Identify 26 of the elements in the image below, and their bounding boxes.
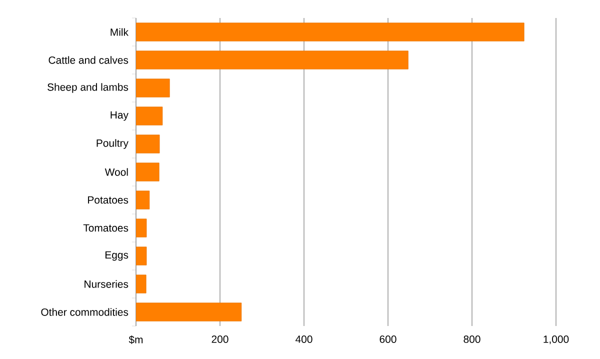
x-tick-label: 400 (296, 336, 312, 343)
bar (136, 302, 242, 322)
y-tick-label: Nurseries (84, 280, 128, 288)
bar (136, 274, 146, 294)
bar (136, 134, 160, 154)
x-tick-label: 1,000 (544, 336, 569, 344)
y-tick-label: Eggs (106, 251, 128, 261)
y-tick-label: Other commodities (41, 308, 128, 316)
y-tick-label: Sheep and lambs (48, 83, 128, 93)
x-tick-label: $m (128, 336, 143, 344)
y-tick-label: Wool (104, 168, 128, 176)
bar (136, 190, 150, 210)
y-tick-label: Potatoes (88, 196, 128, 204)
y-tick-label: Milk (110, 28, 128, 36)
bar (136, 162, 160, 182)
bar (136, 78, 170, 98)
y-tick-label: Cattle and calves (48, 56, 128, 64)
y-tick-label: Tomatoes (83, 224, 128, 232)
x-tick-label: 200 (212, 336, 228, 343)
bar (136, 106, 163, 126)
y-tick-label: Hay (110, 111, 128, 121)
x-tick-label: 800 (464, 336, 480, 343)
y-tick-label: Poultry (96, 139, 128, 149)
x-tick-label: 600 (380, 336, 396, 343)
bar (136, 50, 408, 70)
bar (136, 22, 524, 42)
